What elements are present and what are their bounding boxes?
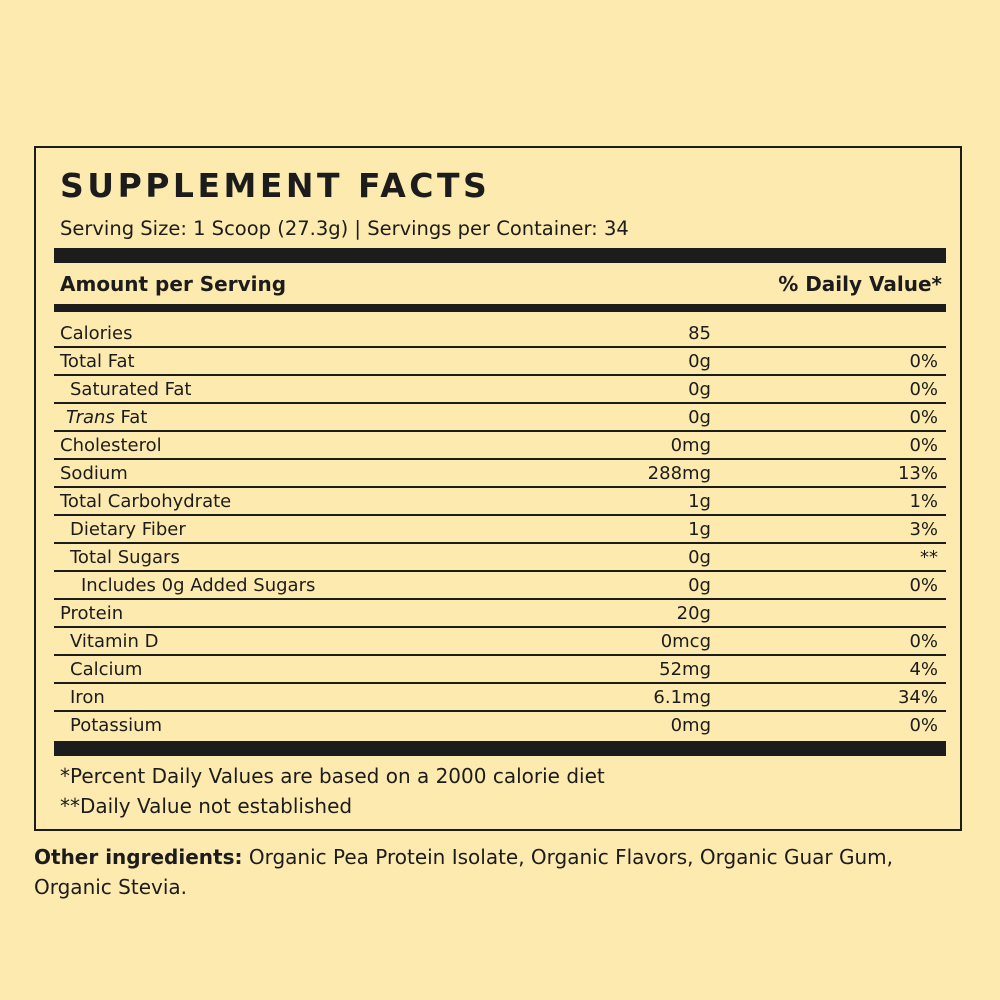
nutrient-daily-value: 1%	[909, 491, 938, 512]
footnote-percent-daily-value: *Percent Daily Values are based on a 200…	[60, 764, 605, 788]
nutrient-daily-value: 0%	[909, 407, 938, 428]
thick-divider-top	[54, 248, 946, 263]
nutrient-name: Total Sugars	[70, 547, 180, 568]
nutrient-amount: 0g	[688, 351, 711, 372]
other-ingredients-label: Other ingredients:	[34, 845, 243, 869]
nutrient-amount: 0g	[688, 379, 711, 400]
nutrient-name: Iron	[70, 687, 105, 708]
footnote-daily-value-not-established: **Daily Value not established	[60, 794, 353, 818]
supplement-facts-panel: SUPPLEMENT FACTS Serving Size: 1 Scoop (…	[34, 146, 962, 831]
nutrient-daily-value: 0%	[909, 715, 938, 736]
daily-value-header: % Daily Value*	[778, 272, 942, 296]
nutrient-amount: 0mcg	[660, 631, 711, 652]
nutrient-row-trans-fat: Trans Fat 0g 0%	[54, 404, 946, 432]
nutrient-name: Potassium	[70, 715, 163, 736]
nutrient-name: Vitamin D	[70, 631, 159, 652]
nutrient-daily-value: 0%	[909, 379, 938, 400]
other-ingredients: Other ingredients: Organic Pea Protein I…	[34, 842, 934, 902]
nutrient-daily-value: 0%	[909, 575, 938, 596]
nutrient-name-italic: Trans	[66, 407, 115, 428]
nutrient-name: Total Fat	[60, 351, 135, 372]
nutrient-name: Calories	[60, 323, 133, 344]
nutrient-name: Protein	[60, 603, 124, 624]
nutrient-row-vitamin-d: Vitamin D 0mcg 0%	[54, 628, 946, 656]
medium-divider	[54, 304, 946, 312]
nutrient-name: Trans Fat	[66, 404, 147, 431]
nutrient-amount: 1g	[688, 519, 711, 540]
nutrient-name: Dietary Fiber	[70, 519, 186, 540]
nutrient-daily-value: 4%	[909, 659, 938, 680]
nutrient-daily-value: 34%	[897, 687, 938, 708]
nutrient-row-dietary-fiber: Dietary Fiber 1g 3%	[54, 516, 946, 544]
nutrient-amount: 85	[688, 323, 711, 344]
nutrient-row-total-carbohydrate: Total Carbohydrate 1g 1%	[54, 488, 946, 516]
nutrient-row-calories: Calories 85	[54, 320, 946, 348]
nutrient-row-calcium: Calcium 52mg 4%	[54, 656, 946, 684]
nutrient-row-protein: Protein 20g	[54, 600, 946, 628]
nutrient-amount: 6.1mg	[653, 687, 711, 708]
amount-per-serving-header: Amount per Serving	[60, 272, 287, 296]
nutrient-amount: 0g	[688, 547, 711, 568]
nutrient-row-iron: Iron 6.1mg 34%	[54, 684, 946, 712]
nutrient-daily-value: 3%	[909, 519, 938, 540]
nutrient-name: Cholesterol	[60, 435, 162, 456]
thick-divider-bottom	[54, 741, 946, 756]
nutrient-amount: 1g	[688, 491, 711, 512]
nutrient-amount: 0mg	[670, 435, 711, 456]
nutrient-amount: 0g	[688, 407, 711, 428]
nutrient-daily-value: 0%	[909, 435, 938, 456]
nutrient-amount: 20g	[676, 603, 711, 624]
nutrient-table: Calories 85 Total Fat 0g 0% Saturated Fa…	[54, 320, 946, 738]
nutrient-name: Calcium	[70, 659, 143, 680]
serving-info: Serving Size: 1 Scoop (27.3g) | Servings…	[60, 217, 629, 240]
panel-title: SUPPLEMENT FACTS	[60, 166, 491, 205]
nutrient-daily-value: **	[920, 547, 938, 568]
nutrient-name: Includes 0g Added Sugars	[81, 575, 316, 596]
nutrient-amount: 52mg	[659, 659, 711, 680]
nutrient-row-sodium: Sodium 288mg 13%	[54, 460, 946, 488]
nutrient-name: Saturated Fat	[70, 379, 192, 400]
nutrient-daily-value: 0%	[909, 631, 938, 652]
nutrient-name-rest: Fat	[114, 407, 148, 428]
nutrient-row-cholesterol: Cholesterol 0mg 0%	[54, 432, 946, 460]
nutrient-row-potassium: Potassium 0mg 0%	[54, 712, 946, 738]
nutrient-amount: 0g	[688, 575, 711, 596]
nutrient-row-total-fat: Total Fat 0g 0%	[54, 348, 946, 376]
nutrient-name: Total Carbohydrate	[60, 491, 232, 512]
other-ingredients-text: Organic Pea Protein Isolate, Organic Fla…	[34, 845, 894, 899]
nutrient-row-total-sugars: Total Sugars 0g **	[54, 544, 946, 572]
nutrient-amount: 0mg	[670, 715, 711, 736]
nutrient-row-added-sugars: Includes 0g Added Sugars 0g 0%	[54, 572, 946, 600]
nutrient-amount: 288mg	[647, 463, 711, 484]
nutrient-daily-value: 0%	[909, 351, 938, 372]
nutrient-name: Sodium	[60, 463, 128, 484]
nutrient-row-saturated-fat: Saturated Fat 0g 0%	[54, 376, 946, 404]
nutrient-daily-value: 13%	[897, 463, 938, 484]
